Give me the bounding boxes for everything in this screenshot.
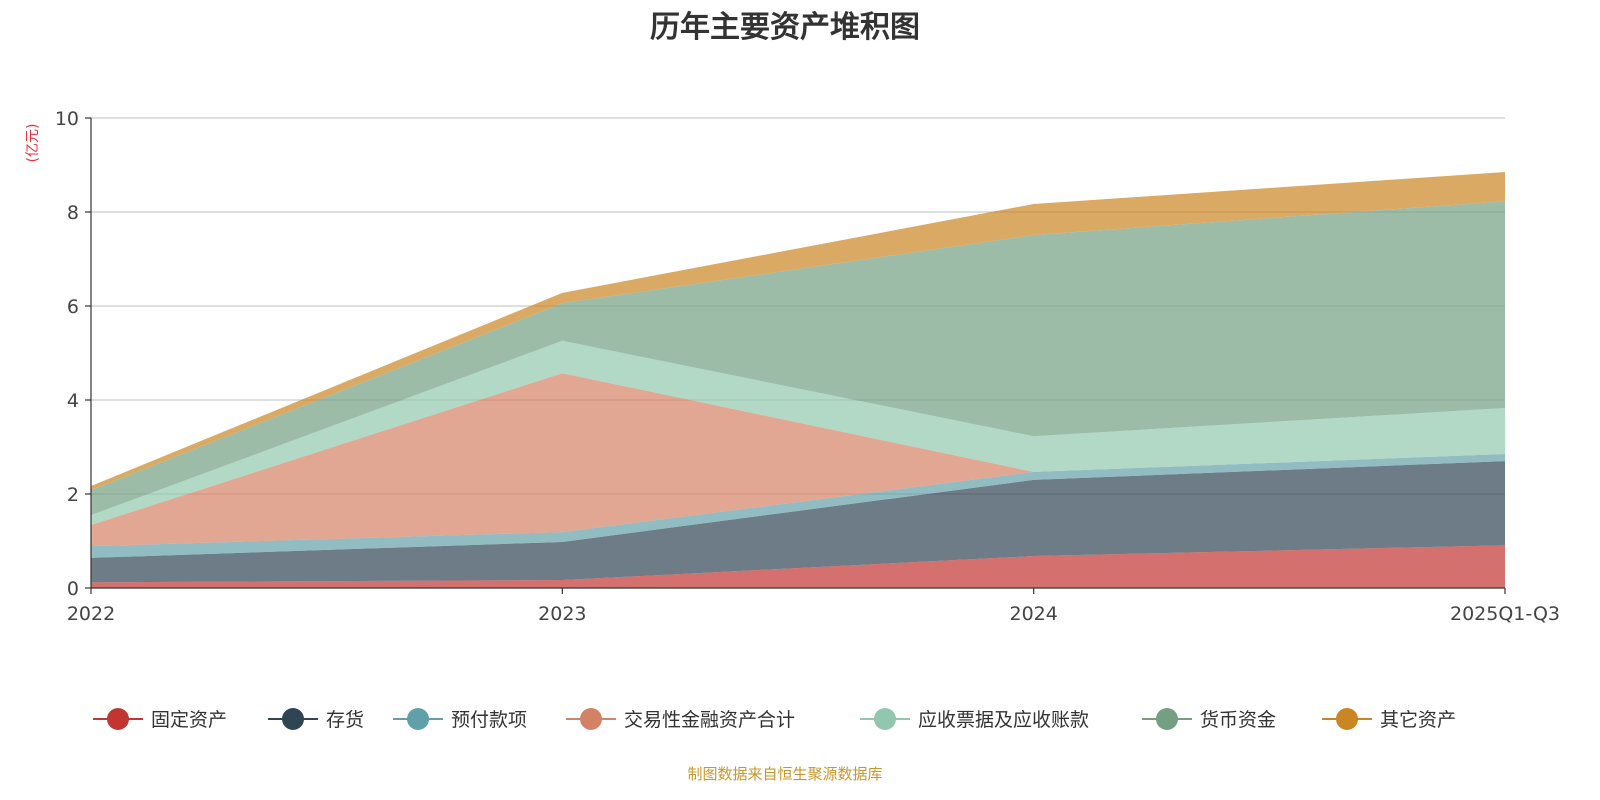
x-tick-label: 2025Q1-Q3 (1450, 603, 1560, 625)
y-axis-unit: (亿元) (25, 124, 41, 163)
area-series-4 (91, 340, 1505, 526)
y-tick-label: 4 (67, 390, 79, 412)
y-tick-label: 8 (67, 202, 79, 224)
y-tick-label: 10 (55, 108, 79, 130)
legend-circle-icon (107, 708, 129, 730)
legend-item[interactable]: 应收票据及应收账款 (860, 708, 1089, 731)
legend-circle-icon (580, 708, 602, 730)
legend-label: 其它资产 (1380, 709, 1456, 731)
area-series-1 (91, 461, 1505, 583)
legend-item[interactable]: 货币资金 (1142, 708, 1276, 731)
legend-label: 固定资产 (151, 709, 227, 731)
legend-circle-icon (282, 708, 304, 730)
x-tick-label: 2023 (538, 603, 586, 625)
legend-label: 交易性金融资产合计 (624, 709, 795, 731)
legend-label: 存货 (326, 709, 364, 731)
legend-item[interactable]: 交易性金融资产合计 (566, 708, 795, 731)
legend-item[interactable]: 固定资产 (93, 708, 227, 731)
area-series-5 (91, 201, 1505, 516)
area-series-6 (91, 172, 1505, 491)
legend-circle-icon (1336, 708, 1358, 730)
legend-label: 应收票据及应收账款 (918, 709, 1089, 731)
area-series-2 (91, 454, 1505, 558)
legend-circle-icon (1156, 708, 1178, 730)
y-tick-label: 6 (67, 296, 79, 318)
x-tick-label: 2024 (1009, 603, 1057, 625)
y-tick-label: 2 (67, 484, 79, 506)
data-source-footer: 制图数据来自恒生聚源数据库 (687, 765, 882, 783)
x-tick-label: 2022 (67, 603, 115, 625)
legend-item[interactable]: 存货 (268, 708, 364, 731)
chart-title: 历年主要资产堆积图 (650, 10, 920, 45)
legend-item[interactable]: 预付款项 (393, 708, 527, 731)
legend-circle-icon (874, 708, 896, 730)
legend-item[interactable]: 其它资产 (1322, 708, 1456, 731)
area-series-0 (91, 545, 1505, 588)
y-tick-label: 0 (67, 578, 79, 600)
legend-label: 货币资金 (1200, 709, 1276, 731)
legend-circle-icon (407, 708, 429, 730)
legend-label: 预付款项 (451, 709, 527, 731)
area-series-3 (91, 373, 1505, 547)
